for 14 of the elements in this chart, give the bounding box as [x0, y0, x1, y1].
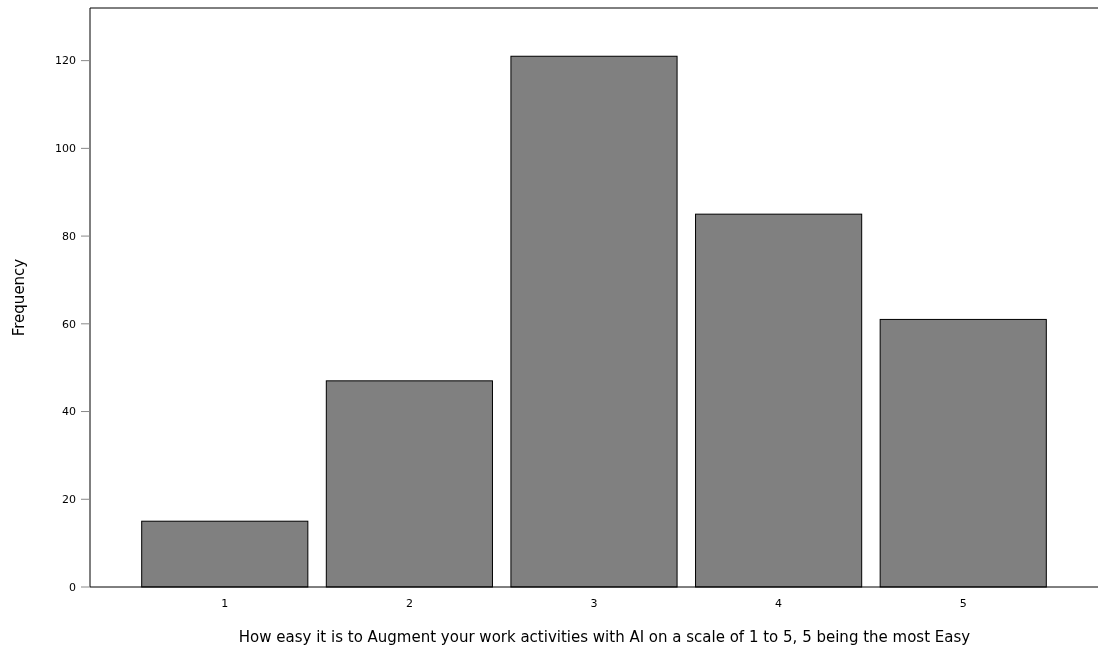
x-axis-title: How easy it is to Augment your work activities with AI on a scale of 1 to 5, 5 being the most Easy [238, 628, 971, 646]
x-tick-label: 4 [775, 597, 783, 610]
x-tick-label: 2 [405, 597, 413, 610]
y-tick-label: 80 [62, 229, 76, 243]
x-tick-label: 1 [221, 597, 229, 610]
y-tick-label: 40 [62, 405, 76, 419]
x-tick-label: 3 [590, 597, 598, 610]
y-axis-title: Frequency [10, 258, 28, 337]
x-tick-label: 5 [959, 597, 967, 610]
y-tick-label: 60 [62, 317, 76, 331]
y-tick-label: 20 [62, 493, 76, 507]
y-tick-label: 120 [55, 54, 76, 68]
y-tick-label: 0 [69, 580, 76, 594]
y-tick-label: 100 [55, 142, 76, 156]
